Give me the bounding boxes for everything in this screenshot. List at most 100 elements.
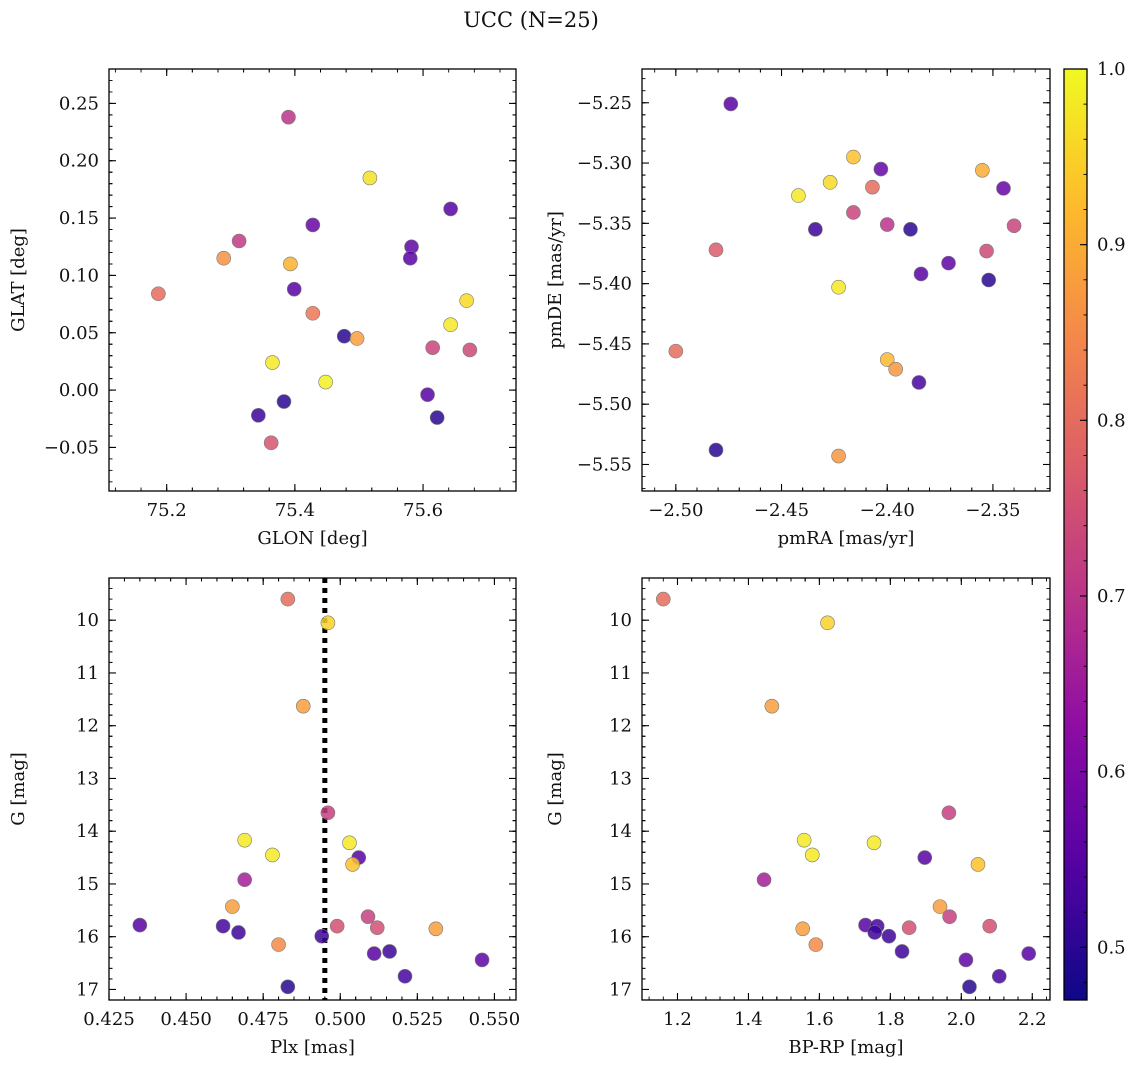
data-point: [756, 872, 772, 888]
data-point: [318, 374, 333, 390]
data-point: [996, 181, 1011, 196]
x-tick-label: 1.6: [805, 1009, 834, 1030]
x-tick-label: 0.550: [469, 1009, 521, 1030]
data-point: [979, 243, 994, 259]
data-point: [360, 909, 376, 924]
y-tick-label: 0.25: [59, 93, 99, 114]
x-tick-label: 75.6: [403, 500, 443, 521]
data-point: [280, 979, 296, 995]
x-tick-label: 75.4: [275, 500, 315, 521]
data-point: [866, 835, 882, 851]
data-point: [846, 205, 861, 220]
data-point: [265, 847, 280, 863]
data-point: [831, 279, 846, 295]
y-tick-label: −5.45: [577, 334, 632, 355]
x-tick-label: 2.2: [1018, 1009, 1047, 1030]
data-point: [231, 233, 247, 249]
y-tick-label: 11: [76, 663, 99, 684]
data-point: [429, 410, 445, 425]
data-point: [420, 387, 435, 402]
data-point: [349, 331, 365, 346]
x-axis-label: GLON [deg]: [257, 528, 367, 549]
colorbar-tick-label: 0.5: [1097, 937, 1126, 958]
data-point: [942, 909, 957, 924]
y-tick-label: 16: [76, 927, 99, 948]
data-point: [873, 161, 889, 177]
y-axis-label: GLAT [deg]: [8, 228, 29, 332]
data-point: [362, 170, 378, 186]
data-point: [796, 832, 812, 848]
data-point: [265, 355, 280, 370]
data-point: [901, 920, 917, 936]
y-axis-label: G [mag]: [8, 752, 29, 825]
x-tick-label: 0.525: [392, 1009, 444, 1030]
data-point: [1006, 218, 1022, 234]
data-point: [982, 918, 997, 934]
data-point: [314, 928, 330, 944]
y-tick-label: −5.40: [577, 274, 632, 295]
data-point: [345, 857, 360, 872]
data-point: [397, 968, 413, 984]
data-point: [981, 272, 996, 288]
colorbar-tick-label: 1.0: [1097, 59, 1126, 80]
x-tick-label: −2.45: [754, 500, 809, 521]
data-point: [283, 256, 298, 272]
x-tick-label: 1.2: [663, 1009, 692, 1030]
y-tick-label: −5.50: [577, 394, 632, 415]
y-tick-label: −0.05: [44, 437, 99, 458]
colorbar-tick-label: 0.8: [1097, 410, 1126, 431]
x-axis-label: BP-RP [mag]: [788, 1037, 903, 1058]
x-tick-label: 0.425: [83, 1009, 135, 1030]
data-point: [151, 286, 166, 302]
data-point: [215, 918, 231, 934]
data-point: [820, 615, 835, 631]
y-tick-label: 15: [76, 874, 99, 895]
y-axis-label: pmDE [mas/yr]: [545, 211, 566, 349]
data-point: [941, 805, 957, 821]
data-point: [216, 250, 232, 266]
y-tick-label: 17: [76, 979, 99, 1000]
data-point: [913, 266, 929, 282]
data-point: [903, 222, 918, 237]
x-tick-label: −2.35: [965, 500, 1020, 521]
data-point: [970, 857, 986, 872]
x-axis-label: Plx [mas]: [270, 1037, 355, 1058]
y-tick-label: 13: [76, 768, 99, 789]
data-point: [822, 175, 838, 190]
panel-2: −2.50 −2.45 −2.40 −2.35 −5.55 −5.50 −5.45 −5.40…: [545, 68, 1051, 549]
colorbar-gradient: [1063, 68, 1088, 1001]
data-point: [342, 835, 357, 851]
plot-frame: [108, 68, 517, 492]
y-tick-label: 12: [609, 716, 632, 737]
y-tick-label: 14: [609, 821, 632, 842]
panel-1: 75.2 75.4 75.6 −0.05 0.00 0.05 0.10 0.15 0.20 0.2…: [8, 68, 517, 549]
colorbar-tick-label: 0.9: [1097, 235, 1126, 256]
data-point: [879, 352, 895, 367]
data-point: [867, 925, 883, 940]
data-point: [962, 979, 977, 995]
data-point: [305, 305, 321, 321]
data-point: [462, 342, 478, 358]
data-point: [443, 317, 458, 333]
data-point: [263, 435, 279, 451]
data-point: [975, 162, 990, 178]
x-tick-label: −2.50: [648, 500, 703, 521]
data-point: [237, 872, 252, 888]
data-point: [402, 250, 418, 266]
data-point: [723, 96, 739, 112]
data-point: [459, 293, 474, 308]
data-point: [382, 944, 397, 959]
data-point: [911, 375, 927, 390]
y-tick-label: −5.55: [577, 454, 632, 475]
data-point: [795, 921, 811, 937]
y-tick-label: 13: [609, 768, 632, 789]
x-tick-label: 75.2: [147, 500, 187, 521]
data-point: [791, 188, 806, 203]
data-point: [708, 242, 724, 258]
data-point: [917, 850, 933, 865]
data-point: [804, 847, 820, 863]
data-point: [336, 328, 352, 344]
data-point: [865, 179, 880, 195]
y-tick-label: 0.05: [59, 323, 99, 344]
